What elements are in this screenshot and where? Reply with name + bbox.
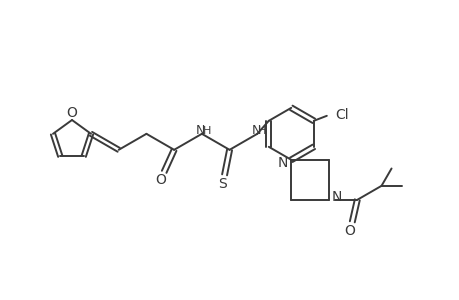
Text: N: N: [196, 124, 205, 137]
Text: O: O: [343, 224, 354, 238]
Text: Cl: Cl: [334, 108, 347, 122]
Text: H: H: [257, 126, 266, 136]
Text: O: O: [67, 106, 77, 120]
Text: N: N: [278, 156, 288, 170]
Text: O: O: [156, 173, 166, 187]
Text: N: N: [331, 190, 342, 204]
Text: H: H: [202, 126, 211, 136]
Text: N: N: [251, 124, 260, 137]
Text: S: S: [218, 177, 226, 191]
